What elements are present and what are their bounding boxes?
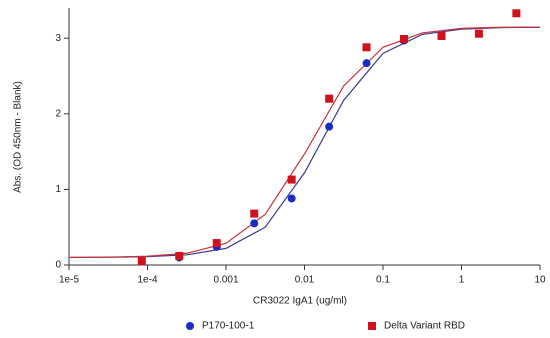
- y-tick-label: 3: [55, 33, 61, 44]
- y-tick-label: 1: [55, 184, 61, 195]
- x-tick-label: 0.01: [295, 275, 315, 286]
- x-tick-label: 0.1: [376, 275, 390, 286]
- x-tick-label: 1: [459, 275, 465, 286]
- point: [287, 194, 296, 203]
- point: [175, 251, 184, 260]
- legend-label: P170-100-1: [202, 321, 255, 332]
- point: [287, 175, 296, 184]
- y-axis-label: Abs. (OD 450nm - Blank): [13, 81, 24, 193]
- x-axis-label: CR3022 IgA1 (ug/ml): [253, 296, 347, 307]
- legend-marker: [186, 322, 194, 330]
- point: [250, 219, 259, 228]
- x-tick-label: 1e-5: [59, 275, 79, 286]
- x-tick-label: 0.001: [213, 275, 238, 286]
- point: [212, 239, 221, 248]
- fit-curve: [68, 26, 541, 258]
- point: [362, 59, 371, 68]
- point: [250, 209, 259, 218]
- point: [325, 122, 334, 131]
- y-tick-label: 2: [55, 108, 61, 119]
- x-tick-label: 10: [534, 275, 546, 286]
- point: [362, 43, 371, 52]
- point: [325, 94, 334, 103]
- x-tick-label: 1e-4: [137, 275, 157, 286]
- point: [399, 34, 408, 43]
- point: [437, 31, 446, 40]
- point: [512, 9, 521, 18]
- legend-marker: [368, 322, 376, 330]
- y-tick-label: 0: [55, 260, 61, 271]
- point: [137, 257, 146, 266]
- fit-curve: [68, 26, 541, 259]
- point: [474, 29, 483, 38]
- legend-label: Delta Variant RBD: [384, 321, 465, 332]
